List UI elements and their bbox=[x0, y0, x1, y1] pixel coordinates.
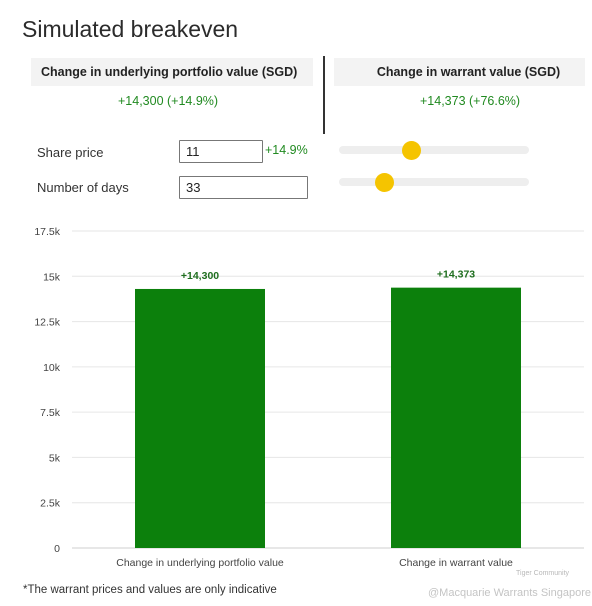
watermark-handle: @Macquarie Warrants Singapore bbox=[428, 587, 591, 599]
y-tick-label: 2.5k bbox=[40, 498, 61, 510]
share-price-label: Share price bbox=[37, 145, 104, 160]
share-price-slider-thumb[interactable] bbox=[402, 140, 422, 160]
warrant-change-header: Change in warrant value (SGD) bbox=[334, 58, 585, 86]
days-input[interactable] bbox=[179, 176, 308, 199]
bar-data-label: +14,373 bbox=[437, 269, 475, 281]
y-tick-label: 15k bbox=[43, 271, 61, 283]
bar-data-label: +14,300 bbox=[181, 270, 219, 282]
share-price-change: +14.9% bbox=[265, 143, 308, 157]
breakeven-bar-chart: 0 2.5k 5k 7.5k 10k 12.5k 15k 17.5k +14,300 Change… bbox=[34, 226, 584, 569]
y-tick-label: 12.5k bbox=[34, 317, 60, 329]
warrant-change-value: +14,373 (+76.6%) bbox=[420, 94, 521, 108]
y-tick-label: 0 bbox=[54, 543, 60, 555]
x-category-label: Change in warrant value bbox=[399, 557, 513, 569]
summary-divider bbox=[323, 56, 325, 134]
underlying-change-header: Change in underlying portfolio value (SG… bbox=[31, 58, 313, 86]
bar bbox=[135, 288, 265, 548]
y-tick-label: 10k bbox=[43, 362, 61, 374]
y-tick-label: 17.5k bbox=[34, 226, 60, 238]
x-category-label: Change in underlying portfolio value bbox=[116, 557, 284, 569]
days-label: Number of days bbox=[37, 180, 129, 195]
page-title: Simulated breakeven bbox=[22, 16, 239, 42]
days-slider-thumb[interactable] bbox=[374, 172, 394, 192]
bar bbox=[391, 287, 521, 548]
days-slider[interactable] bbox=[339, 172, 529, 192]
share-price-input[interactable] bbox=[179, 140, 263, 163]
underlying-change-value: +14,300 (+14.9%) bbox=[118, 94, 219, 108]
watermark-community: Tiger Community bbox=[516, 570, 570, 577]
footnote: *The warrant prices and values are only … bbox=[23, 584, 277, 596]
share-price-slider[interactable] bbox=[339, 140, 529, 160]
y-tick-label: 7.5k bbox=[40, 407, 61, 419]
y-tick-label: 5k bbox=[49, 452, 61, 464]
